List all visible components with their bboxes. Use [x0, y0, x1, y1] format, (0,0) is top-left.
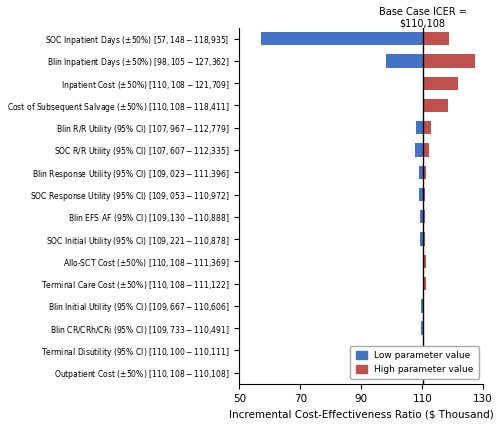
Bar	[422, 32, 450, 45]
Bar	[422, 255, 426, 268]
Bar	[422, 166, 426, 179]
Bar	[422, 121, 430, 134]
Bar	[420, 232, 422, 246]
Legend: Low parameter value, High parameter value: Low parameter value, High parameter valu…	[350, 345, 478, 379]
Bar	[422, 210, 425, 224]
X-axis label: Incremental Cost-Effectiveness Ratio ($ Thousand): Incremental Cost-Effectiveness Ratio ($ …	[229, 409, 493, 419]
Bar	[422, 277, 426, 290]
Bar	[422, 99, 448, 112]
Bar	[261, 32, 422, 45]
Bar	[422, 143, 430, 157]
Bar	[422, 299, 424, 313]
Bar	[419, 166, 422, 179]
Bar	[422, 322, 424, 335]
Bar	[421, 299, 422, 313]
Bar	[422, 188, 425, 201]
Bar	[420, 188, 422, 201]
Bar	[386, 54, 422, 68]
Bar	[422, 77, 458, 90]
Bar	[420, 210, 422, 224]
Bar	[422, 232, 425, 246]
Bar	[416, 121, 422, 134]
Bar	[422, 54, 475, 68]
Bar	[415, 143, 422, 157]
Text: Base Case ICER =
$110,108: Base Case ICER = $110,108	[378, 7, 466, 29]
